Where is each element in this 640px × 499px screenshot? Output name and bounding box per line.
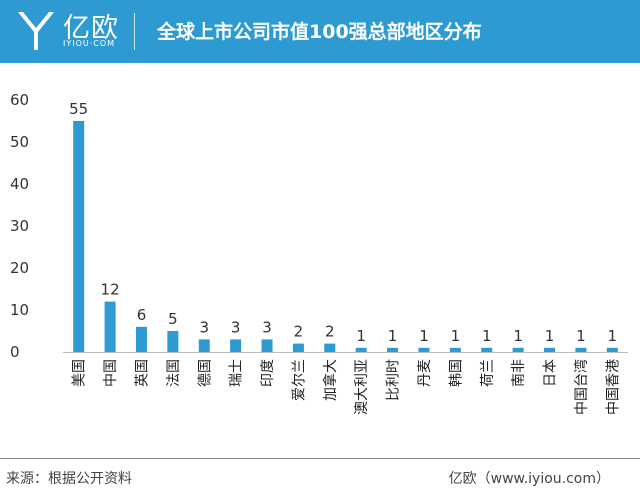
category-labels: 美国 中国 英国 法国 德国 瑞士 印度 爱尔兰 加拿大 澳大利亚 比利时 丹麦 韩国 荷兰 南非 日本 中国台…: [72, 359, 622, 415]
y-tick-label: 30: [10, 217, 29, 235]
x-tick-label: 加拿大: [322, 359, 339, 401]
credit-note: 亿欧（www.iyiou.com）: [448, 471, 610, 487]
x-tick-label: 比利时: [386, 359, 402, 401]
bar: [324, 343, 336, 352]
bar: [230, 339, 242, 352]
y-tick-label: 20: [10, 259, 29, 277]
data-label: 1: [576, 327, 586, 345]
bar: [167, 331, 179, 352]
bar: [198, 339, 210, 352]
y-tick-label: 40: [10, 175, 29, 193]
bar: [261, 339, 273, 352]
x-tick-label: 韩国: [448, 359, 464, 387]
y-axis: 0 10 20 30 40 50 60: [10, 91, 29, 361]
bar-chart: 0 10 20 30 40 50 60 55 12 6 5 3 3 3 2 2 1 1 1 1 1 1 1 1 1 美国 中国英…: [10, 91, 628, 415]
x-tick-label: 法国: [166, 359, 182, 387]
x-tick-label: 南非: [511, 359, 527, 387]
data-label: 2: [294, 323, 304, 341]
bar: [355, 347, 367, 352]
x-tick-label: 美国: [72, 359, 88, 387]
bar: [544, 347, 556, 352]
bar: [387, 347, 399, 352]
data-label: 1: [545, 327, 555, 345]
data-label: 3: [199, 318, 209, 336]
bar: [575, 347, 587, 352]
y-tick-label: 10: [10, 301, 29, 319]
data-label: 3: [262, 318, 272, 336]
x-tick-label: 中国: [103, 359, 119, 387]
logo-subtext: IYIOU·COM: [63, 39, 116, 48]
iyiou-logo-icon: [18, 11, 54, 50]
bar: [73, 121, 85, 352]
data-label: 1: [419, 327, 429, 345]
data-label: 1: [451, 327, 461, 345]
header-divider: [134, 13, 135, 50]
bar: [481, 347, 493, 352]
data-label: 1: [356, 327, 366, 345]
x-tick-label: 中国香港: [605, 359, 621, 415]
x-tick-label: 瑞士: [229, 359, 245, 387]
x-tick-label: 澳大利亚: [354, 359, 370, 415]
bar: [449, 347, 461, 352]
x-tick-label: 德国: [197, 359, 213, 387]
bar: [135, 326, 147, 352]
y-tick-label: 0: [10, 343, 20, 361]
data-label: 12: [101, 281, 120, 299]
x-tick-label: 英国: [133, 359, 150, 387]
x-tick-label: 中国台湾: [573, 359, 590, 415]
data-label: 6: [137, 306, 147, 324]
source-note: 来源：根据公开资料: [6, 471, 132, 487]
data-label: 5: [168, 310, 178, 328]
x-tick-label: 荷兰: [480, 359, 496, 387]
bar: [512, 347, 524, 352]
footer-divider: [0, 458, 640, 459]
bar: [418, 347, 430, 352]
data-label: 1: [513, 327, 523, 345]
data-label: 1: [388, 327, 398, 345]
data-label: 1: [482, 327, 492, 345]
x-tick-label: 爱尔兰: [291, 359, 307, 401]
data-label: 2: [325, 323, 335, 341]
chart-title: 全球上市公司市值100强总部地区分布: [157, 21, 482, 43]
bar: [292, 343, 304, 352]
bar: [606, 347, 618, 352]
bars: [73, 121, 618, 352]
y-tick-label: 50: [10, 133, 29, 151]
x-tick-label: 印度: [260, 359, 276, 387]
data-label: 3: [231, 318, 241, 336]
x-tick-label: 日本: [543, 359, 559, 387]
data-label: 55: [69, 100, 88, 118]
logo-text: 亿欧: [63, 13, 119, 44]
bar: [104, 301, 116, 352]
data-label: 1: [608, 327, 618, 345]
header-banner: 亿欧 IYIOU·COM 全球上市公司市值100强总部地区分布: [0, 0, 640, 63]
value-labels: 55 12 6 5 3 3 3 2 2 1 1 1 1 1 1 1 1 1: [69, 100, 617, 345]
y-tick-label: 60: [10, 91, 29, 109]
x-tick-label: 丹麦: [417, 359, 433, 387]
